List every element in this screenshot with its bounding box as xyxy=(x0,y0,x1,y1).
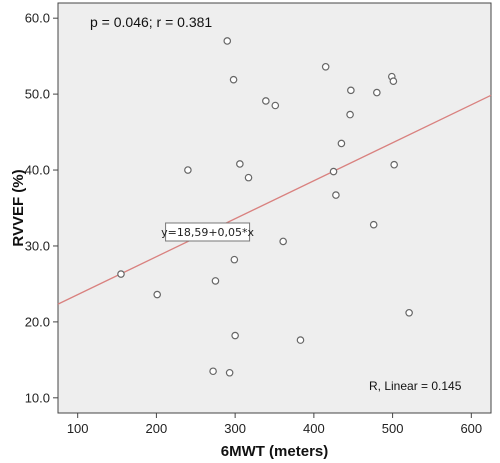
data-point xyxy=(225,368,234,377)
data-point xyxy=(117,270,125,278)
fit-line xyxy=(57,94,492,305)
data-point xyxy=(231,331,239,340)
data-point xyxy=(373,88,381,97)
y-tick-label: 20.0 xyxy=(25,314,50,329)
y-tick-label: 60.0 xyxy=(25,11,50,26)
data-point xyxy=(229,75,238,84)
y-tick-label: 30.0 xyxy=(25,238,50,253)
data-point xyxy=(271,101,280,110)
data-point xyxy=(230,255,239,264)
data-point xyxy=(389,77,398,86)
y-axis-title: RVVEF (%) xyxy=(10,169,27,246)
x-tick-label: 300 xyxy=(224,421,246,436)
data-point xyxy=(369,220,378,229)
data-point xyxy=(332,191,340,199)
x-tick-label: 100 xyxy=(67,421,89,436)
correlation-annotation: p = 0.046; r = 0.381 xyxy=(90,14,212,30)
equation-label: y=18,59+0,05*x xyxy=(161,226,254,239)
data-point xyxy=(153,290,161,299)
data-point xyxy=(236,160,244,168)
data-point xyxy=(209,367,217,376)
data-point xyxy=(346,110,354,119)
data-point xyxy=(223,37,232,45)
data-point xyxy=(244,173,253,182)
data-point xyxy=(329,167,338,176)
x-tick-label: 600 xyxy=(460,421,482,436)
data-point xyxy=(262,97,270,105)
y-tick-label: 40.0 xyxy=(25,163,50,178)
equation-box: y=18,59+0,05*x xyxy=(161,222,255,242)
data-point xyxy=(296,336,305,344)
data-point xyxy=(184,166,192,174)
data-point xyxy=(390,160,398,169)
y-tick-label: 50.0 xyxy=(25,87,50,102)
x-tick-label: 400 xyxy=(303,421,325,436)
x-axis-title: 6MWT (meters) xyxy=(221,443,329,460)
data-point xyxy=(211,277,220,285)
data-point xyxy=(347,86,355,95)
y-tick-label: 10.0 xyxy=(25,390,50,405)
data-point xyxy=(405,308,413,317)
data-point xyxy=(279,237,287,246)
r-squared-label: R, Linear = 0.145 xyxy=(369,379,462,393)
plot-area xyxy=(57,2,492,414)
x-tick-label: 200 xyxy=(146,421,168,436)
x-tick-label: 500 xyxy=(382,421,404,436)
data-point xyxy=(321,62,330,71)
data-point xyxy=(337,139,346,148)
